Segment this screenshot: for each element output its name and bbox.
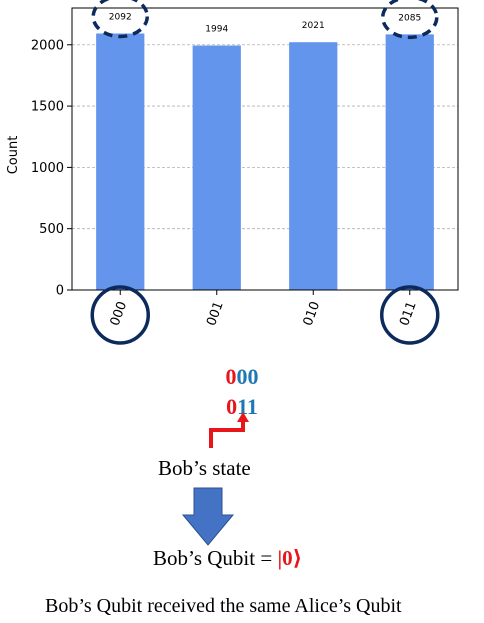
x-tick-label: 000: [108, 300, 131, 328]
bar-010: [289, 42, 338, 290]
highlight-dashed-circle-000: [91, 0, 149, 39]
bar-value-label: 1994: [205, 25, 228, 35]
highlight-circles: [90, 0, 440, 345]
y-tick-label: 0: [56, 284, 64, 299]
state-first-bit-2: 0: [226, 394, 238, 419]
bob-qubit-ket: |0⟩: [277, 546, 303, 570]
bar-value-label: 2085: [398, 13, 421, 23]
bar-value-labels: 2092 1994 2021 2085: [109, 13, 421, 35]
y-tick-label: 1500: [31, 100, 64, 115]
state-line-000: 000: [0, 364, 484, 390]
histogram-chart: 2092 1994 2021 2085 0 500 1000 1500 2000 000 001…: [6, 0, 459, 345]
x-axis-ticks: 000 001 010 011: [108, 290, 420, 328]
x-tick-label: 011: [397, 300, 420, 328]
y-axis-label: Count: [6, 136, 21, 175]
x-tick-label: 001: [204, 300, 227, 328]
bars: [96, 33, 434, 290]
y-tick-label: 500: [39, 222, 64, 237]
bob-state-label: Bob’s state: [158, 456, 251, 480]
bar-value-label: 2021: [302, 21, 325, 31]
highlight-dashed-circle-011: [381, 0, 439, 40]
state-rest-bits-2: 11: [237, 394, 258, 419]
x-tick-label: 010: [301, 300, 324, 328]
state-rest-bits-1: 00: [236, 364, 259, 389]
highlight-circle-000: [90, 285, 150, 345]
state-first-bit-1: 0: [225, 364, 237, 389]
bob-qubit-equation: Bob’s Qubit = |0⟩: [153, 545, 302, 571]
state-line-011: 011: [0, 394, 484, 420]
down-arrow-icon: [182, 487, 234, 546]
y-tick-label: 1000: [31, 161, 64, 176]
bar-011: [385, 34, 434, 290]
y-axis-ticks: 0 500 1000 1500 2000: [31, 38, 72, 299]
y-tick-label: 2000: [31, 38, 64, 53]
bar-value-label: 2092: [109, 13, 132, 23]
plot-frame: [71, 7, 459, 291]
bob-qubit-prefix: Bob’s Qubit =: [153, 546, 278, 570]
conclusion-text: Bob’s Qubit received the same Alice’s Qu…: [45, 595, 402, 617]
bar-001: [192, 45, 241, 290]
highlight-circle-011: [380, 285, 440, 345]
bar-000: [96, 33, 145, 290]
pointer-arrow-icon: [209, 412, 249, 448]
